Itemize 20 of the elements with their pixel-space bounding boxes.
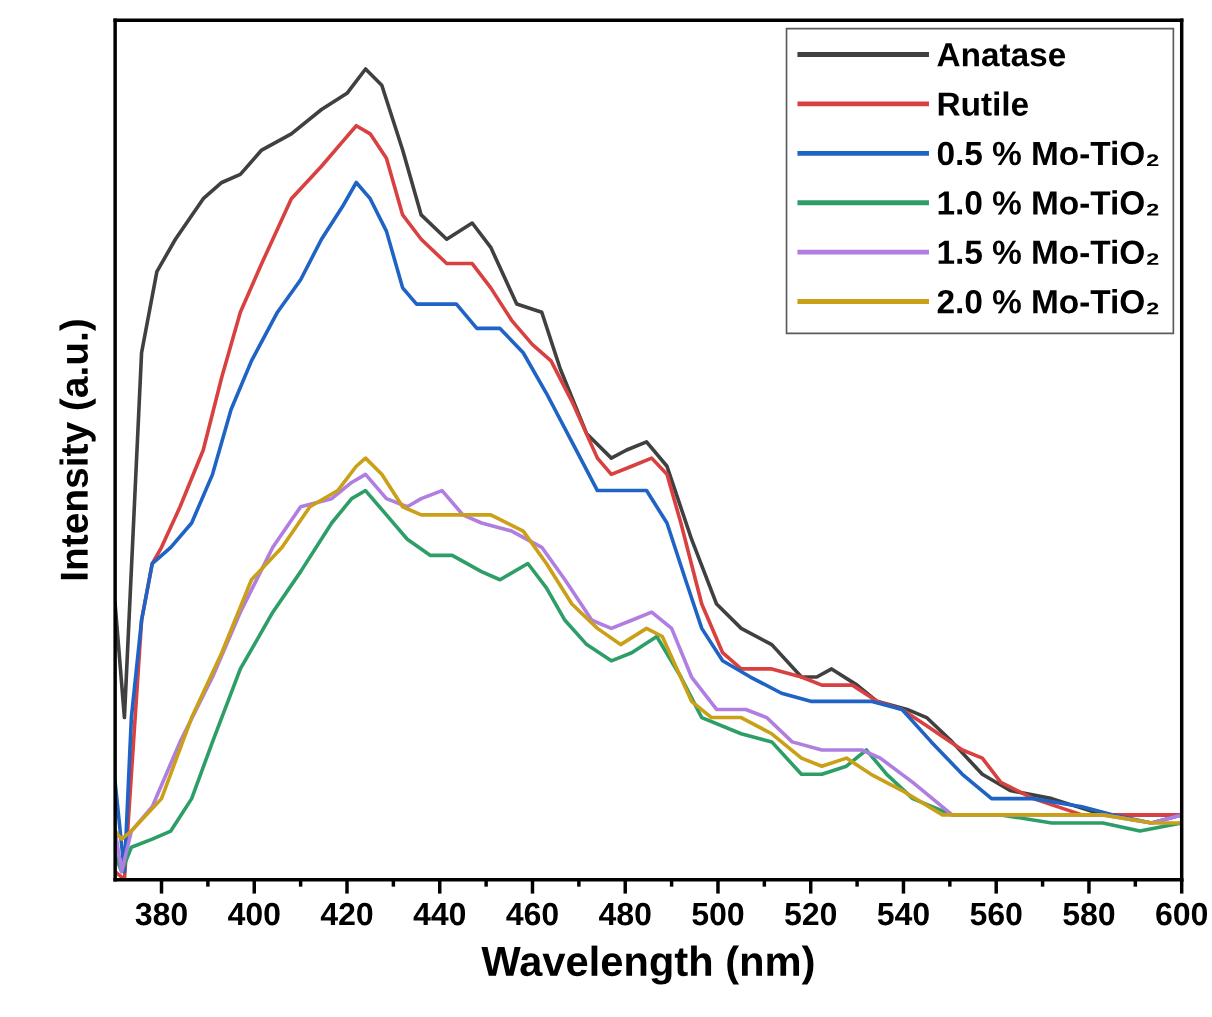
y-axis-title: Intensity (a.u.): [59, 320, 96, 580]
x-tick-label: 580: [1063, 902, 1115, 926]
x-tick-label: 500: [692, 902, 744, 926]
legend-label: Anatase: [937, 43, 1066, 67]
x-tick-label: 600: [1156, 902, 1208, 926]
legend-label: 0.5 % Mo-TiO₂: [937, 140, 1159, 167]
x-tick-label: 400: [228, 902, 280, 926]
legend-label: Rutile: [938, 91, 1028, 116]
x-tick-label: 460: [506, 902, 558, 926]
x-tick-label: 540: [877, 902, 929, 926]
x-axis-title: Wavelength (nm): [481, 945, 814, 985]
x-tick-label: 480: [599, 902, 651, 926]
legend-label: 1.0 % Mo-TiO₂: [938, 190, 1159, 216]
x-tick-label: 420: [320, 902, 373, 926]
x-tick-label: 380: [135, 902, 187, 926]
x-tick-label: 560: [970, 902, 1022, 926]
legend-label: 2.0 % Mo-TiO₂: [937, 289, 1159, 315]
x-tick-label: 440: [413, 902, 466, 926]
legend-label: 1.5 % Mo-TiO₂: [938, 239, 1159, 265]
x-tick-label: 520: [785, 902, 837, 926]
